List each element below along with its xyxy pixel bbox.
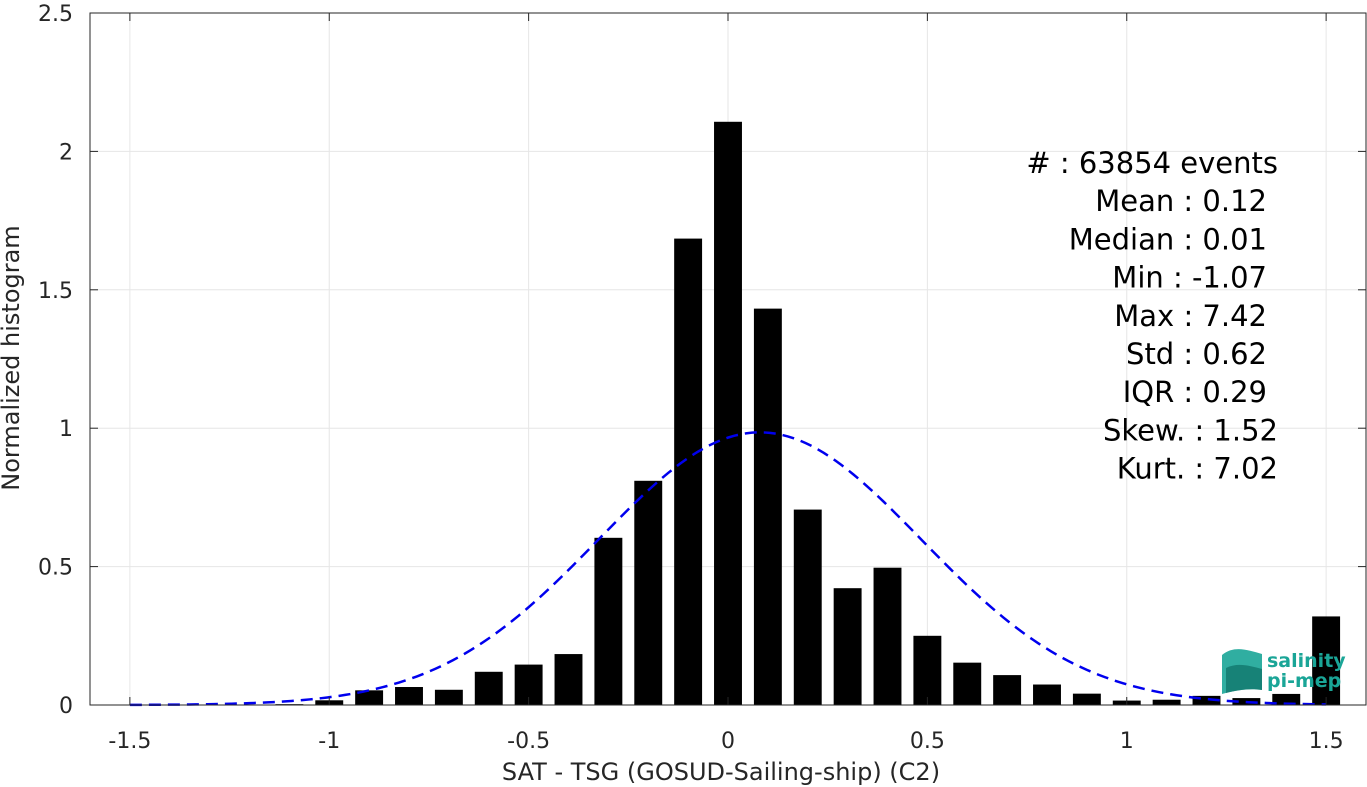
- histogram-bar: [634, 480, 663, 705]
- salinity-pi-mep-logo: salinity pi-mep: [1222, 649, 1346, 694]
- histogram-bar: [793, 509, 822, 705]
- histogram-bar: [953, 662, 982, 705]
- y-tick-label: 2: [59, 140, 73, 165]
- y-axis-label: Normalized histogram: [0, 225, 25, 490]
- x-tick-label: 0: [721, 729, 735, 754]
- histogram-bar: [674, 238, 703, 706]
- y-tick-label: 1: [59, 417, 73, 442]
- y-tick-label: 0: [59, 694, 73, 719]
- histogram-bar: [753, 308, 782, 705]
- histogram-bar: [395, 687, 423, 705]
- x-axis-label: SAT - TSG (GOSUD-Sailing-ship) (C2): [502, 758, 940, 786]
- histogram-bar: [1033, 684, 1061, 705]
- histogram-bar: [993, 675, 1022, 705]
- histogram-bar: [355, 690, 384, 705]
- x-tick-label: -1.5: [108, 729, 151, 754]
- stat-line: Kurt. : 7.02: [1117, 452, 1278, 486]
- x-axis-ticks: -1.5 -1 -0.5 0 0.5 1 1.5: [108, 13, 1344, 754]
- histogram-bar: [1312, 616, 1341, 705]
- y-tick-label: 1.5: [38, 279, 73, 304]
- x-tick-label: 1: [1120, 729, 1134, 754]
- histogram-bar: [1152, 699, 1181, 705]
- stat-line: Max : 7.42: [1114, 299, 1267, 333]
- histogram-bar: [434, 689, 463, 705]
- histogram-bar: [554, 654, 583, 705]
- y-axis-ticks: 0 0.5 1 1.5 2 2.5: [38, 2, 1366, 719]
- y-tick-label: 0.5: [38, 556, 73, 581]
- logo-line2: pi-mep: [1267, 670, 1341, 692]
- histogram-bar: [1272, 693, 1301, 705]
- logo-line1: salinity: [1267, 650, 1346, 672]
- x-tick-label: -1: [318, 729, 340, 754]
- y-tick-label: 2.5: [38, 2, 73, 27]
- histogram-bar: [1072, 693, 1101, 705]
- histogram-bar: [1192, 695, 1221, 705]
- histogram-bar: [833, 588, 862, 705]
- histogram-bar: [873, 567, 902, 705]
- stat-line: Std : 0.62: [1126, 337, 1267, 371]
- stats-annotation: # : 63854 events Mean : 0.12 Median : 0.01…: [1026, 146, 1278, 486]
- stat-line: Skew. : 1.52: [1103, 413, 1278, 447]
- histogram-bar: [714, 121, 742, 705]
- stat-line: IQR : 0.29: [1123, 375, 1267, 409]
- histogram-bar: [913, 635, 942, 705]
- logo-wave-icon-shade: [1226, 664, 1262, 693]
- stat-line: Median : 0.01: [1069, 222, 1267, 256]
- histogram-bar: [594, 537, 623, 705]
- stat-line: # : 63854 events: [1026, 146, 1278, 180]
- x-tick-label: 0.5: [910, 729, 945, 754]
- stat-line: Mean : 0.12: [1095, 184, 1267, 218]
- histogram-bars: [275, 121, 1341, 706]
- stat-line: Min : -1.07: [1112, 261, 1267, 295]
- x-tick-label: -0.5: [507, 729, 550, 754]
- histogram-bar: [474, 671, 503, 705]
- x-tick-label: 1.5: [1309, 729, 1344, 754]
